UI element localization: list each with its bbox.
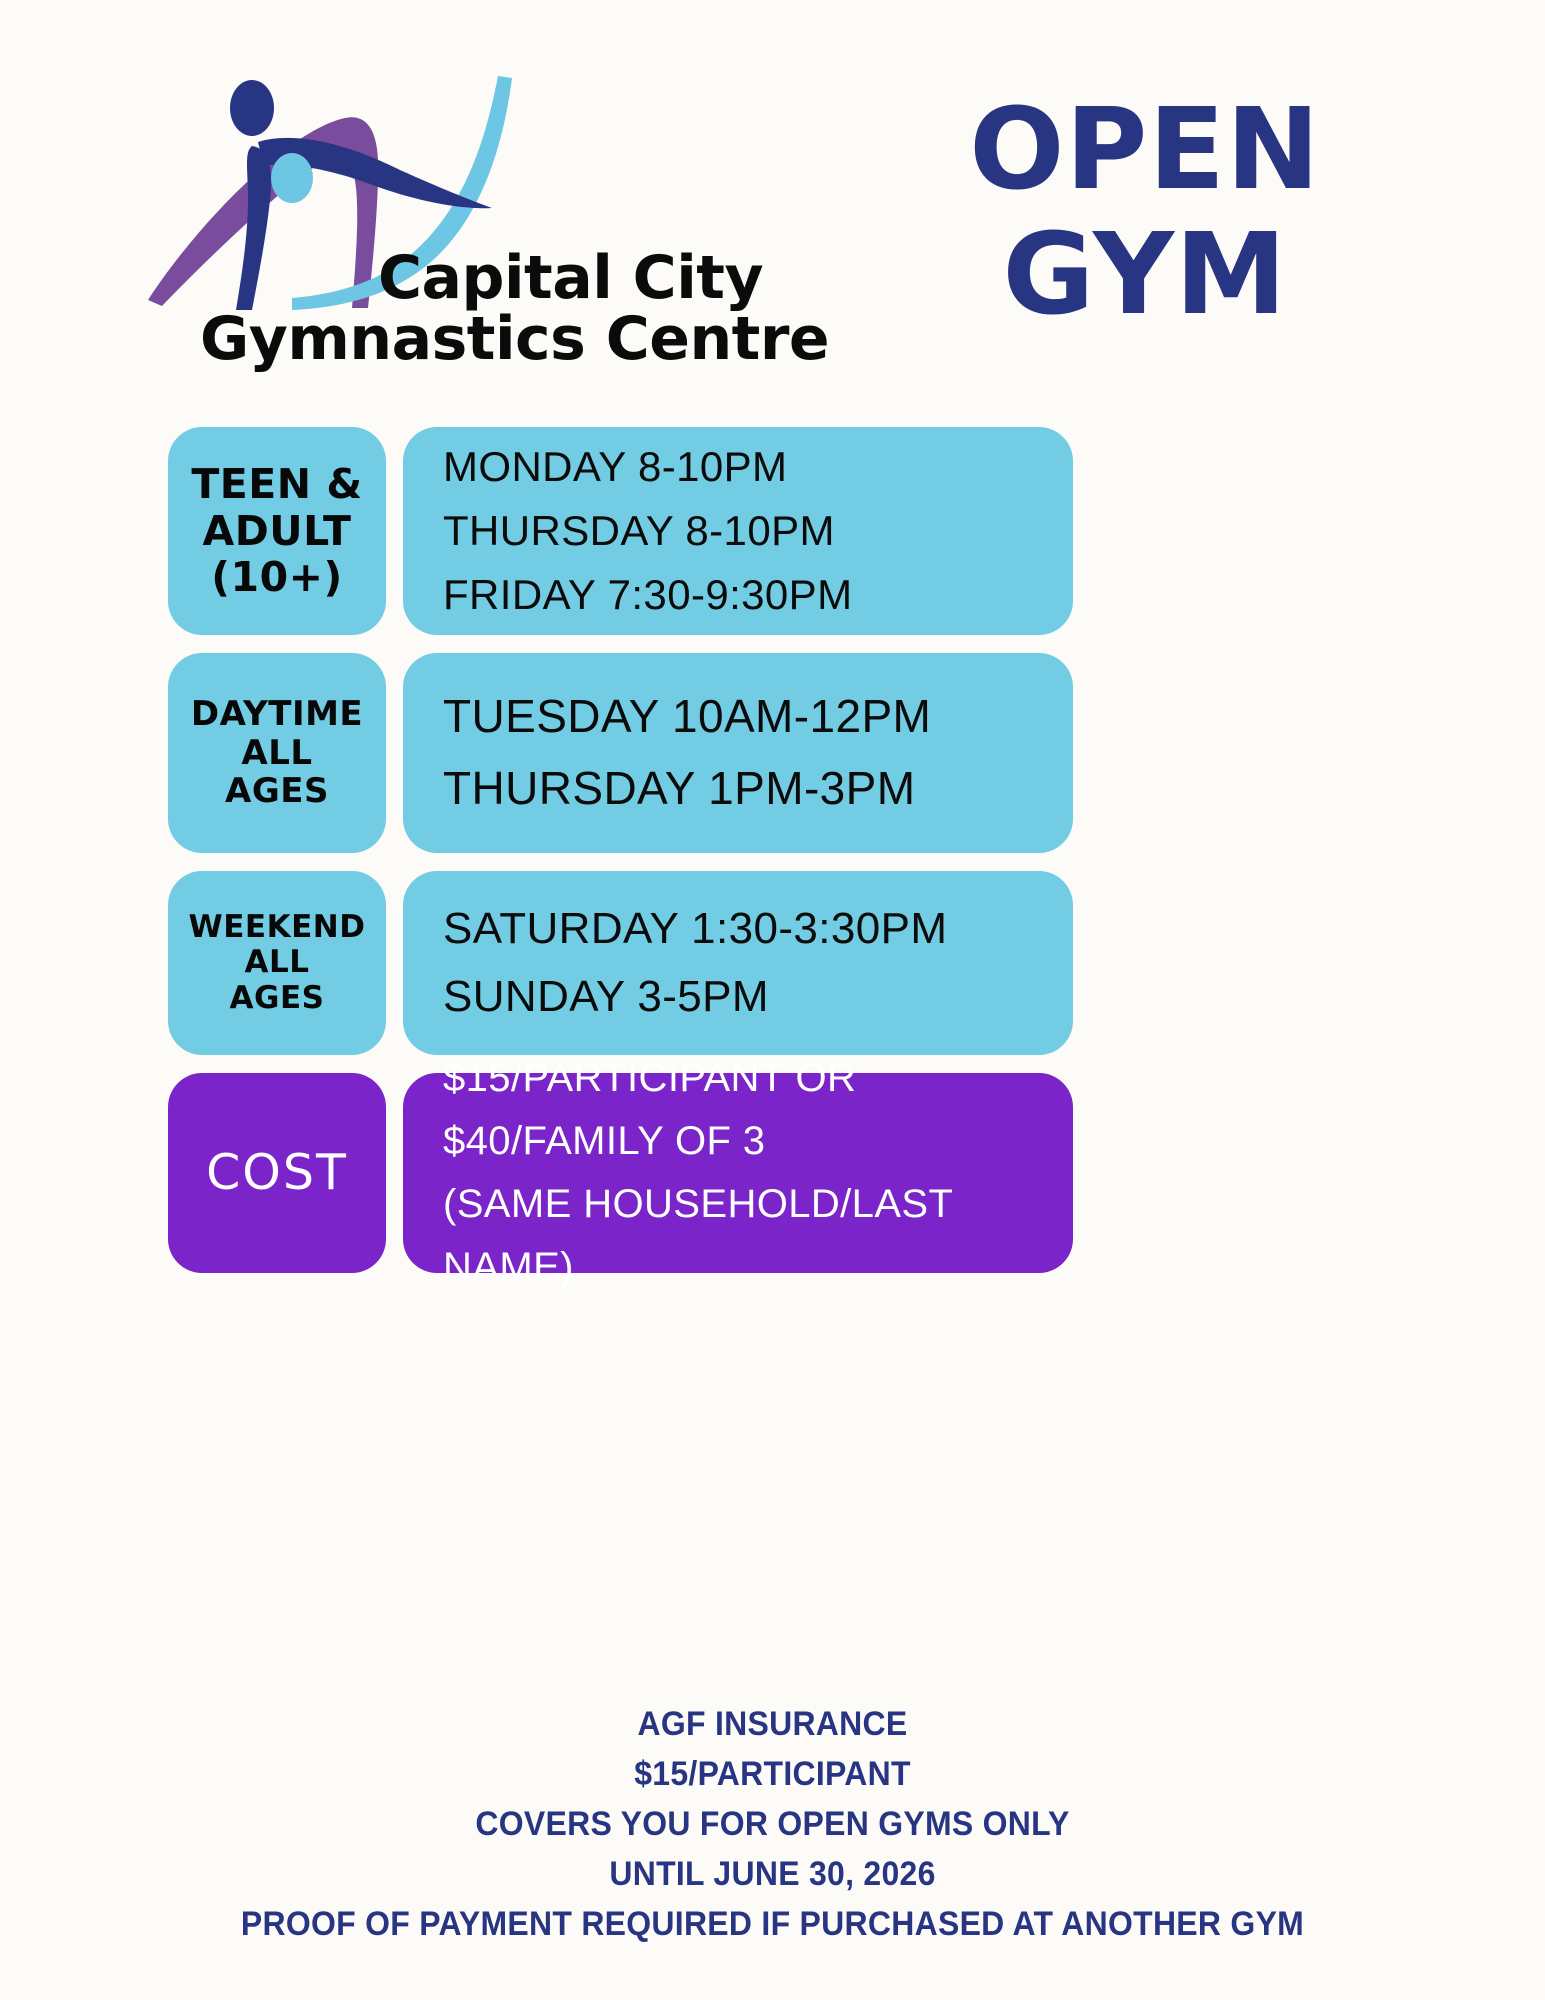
brand-logo: Capital City Gymnastics Centre: [140, 70, 830, 370]
gymnast-figure-logo-icon: [148, 76, 512, 310]
schedule-category-label: WEEKEND ALL AGES: [188, 909, 366, 1016]
schedule-category-label: DAYTIME ALL AGES: [190, 693, 364, 812]
poster-header: Capital City Gymnastics Centre OPEN GYM: [0, 0, 1545, 400]
logo-accent-dot: [271, 153, 313, 203]
page-title-line-2: GYM: [1002, 210, 1288, 341]
schedule-category-weekend-all-ages: WEEKEND ALL AGES: [168, 871, 386, 1055]
brand-line-1: Capital City: [378, 243, 764, 313]
cost-line: $40/FAMILY OF 3: [443, 1118, 766, 1163]
schedule-time-entry: SATURDAY 1:30-3:30PM: [443, 903, 948, 953]
schedule-times-weekend-all-ages: SATURDAY 1:30-3:30PM SUNDAY 3-5PM: [403, 871, 1073, 1055]
brand-wordmark: Capital City Gymnastics Centre: [200, 243, 830, 375]
schedule-time-entry: TUESDAY 10AM-12PM: [443, 690, 932, 743]
cost-line: (SAME HOUSEHOLD/LAST: [443, 1182, 954, 1226]
schedule-times-daytime-all-ages: TUESDAY 10AM-12PM THURSDAY 1PM-3PM: [403, 653, 1073, 853]
logo-figure-arm: [258, 137, 492, 209]
brand-line-2: Gymnastics Centre: [200, 304, 830, 375]
insurance-notice-line: PROOF OF PAYMENT REQUIRED IF PURCHASED A…: [240, 1904, 1305, 1943]
schedule-times-teen-adult: MONDAY 8-10PM THURSDAY 8-10PM FRIDAY 7:3…: [403, 427, 1073, 635]
insurance-notice-line: AGF INSURANCE: [637, 1705, 908, 1743]
schedule-time-entry: SUNDAY 3-5PM: [443, 972, 769, 1021]
schedule-category-teen-adult: TEEN & ADULT (10+): [168, 427, 386, 635]
page-title: OPEN GYM: [895, 85, 1395, 341]
schedule-category-daytime-all-ages: DAYTIME ALL AGES: [168, 653, 386, 853]
cost-line: NAME): [443, 1245, 574, 1290]
cost-line: $15/PARTICIPANT OR: [443, 1055, 857, 1100]
page-title-line-1: OPEN: [969, 85, 1321, 215]
schedule-table: TEEN & ADULT (10+) MONDAY 8-10PM THURSDA…: [168, 427, 1073, 1291]
table-row: TEEN & ADULT (10+) MONDAY 8-10PM THURSDA…: [168, 427, 1073, 635]
insurance-notice-line: UNTIL JUNE 30, 2026: [609, 1854, 936, 1893]
insurance-notice-line: COVERS YOU FOR OPEN GYMS ONLY: [475, 1804, 1070, 1843]
schedule-category-label: TEEN & ADULT (10+): [191, 459, 363, 602]
schedule-category-label: COST: [206, 1144, 348, 1202]
schedule-time-entry: MONDAY 8-10PM: [443, 443, 788, 491]
table-row: COST $15/PARTICIPANT OR $40/FAMILY OF 3 …: [168, 1056, 1073, 1289]
insurance-notice: AGF INSURANCE $15/PARTICIPANT COVERS YOU…: [0, 1700, 1545, 1950]
logo-sky-arc: [292, 76, 512, 310]
table-row: DAYTIME ALL AGES TUESDAY 10AM-12PM THURS…: [168, 653, 1073, 853]
schedule-cost-details: $15/PARTICIPANT OR $40/FAMILY OF 3 (SAME…: [403, 1056, 1073, 1289]
logo-purple-arc: [148, 117, 379, 308]
schedule-time-entry: THURSDAY 8-10PM: [443, 507, 835, 555]
schedule-time-entry: FRIDAY 7:30-9:30PM: [443, 570, 853, 618]
schedule-time-entry: THURSDAY 1PM-3PM: [443, 762, 916, 814]
logo-figure-head: [230, 80, 274, 136]
logo-figure-body: [236, 146, 272, 310]
table-row: WEEKEND ALL AGES SATURDAY 1:30-3:30PM SU…: [168, 871, 1073, 1055]
schedule-category-cost: COST: [168, 1073, 386, 1273]
insurance-notice-line: $15/PARTICIPANT: [634, 1754, 911, 1793]
